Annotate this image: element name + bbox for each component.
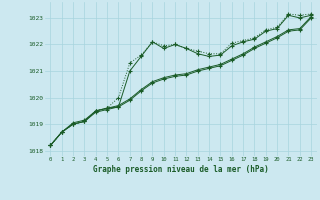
X-axis label: Graphe pression niveau de la mer (hPa): Graphe pression niveau de la mer (hPa) (93, 165, 269, 174)
